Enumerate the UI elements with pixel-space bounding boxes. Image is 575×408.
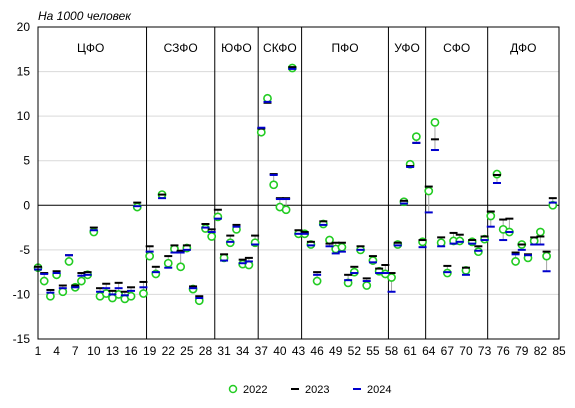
legend-label-2022: 2022 — [243, 384, 267, 396]
district-label: СФО — [443, 41, 470, 55]
point-2022 — [263, 93, 272, 103]
x-tick-label: 70 — [459, 344, 473, 358]
legend-marker-2022 — [228, 384, 238, 394]
y-tick-label: -15 — [13, 332, 31, 346]
x-tick-label: 10 — [87, 344, 101, 358]
x-tick-label: 58 — [385, 344, 399, 358]
point-2022 — [39, 276, 49, 286]
series-connectors — [37, 67, 554, 301]
x-tick-label: 49 — [329, 344, 343, 358]
x-tick-label: 46 — [310, 344, 324, 358]
y-tick-label: -5 — [19, 243, 30, 257]
point-2022 — [145, 251, 155, 261]
district-separators — [146, 27, 489, 339]
x-tick-label: 79 — [515, 344, 529, 358]
point-2022 — [176, 262, 186, 272]
point-2022 — [312, 276, 322, 286]
x-tick-label: 52 — [348, 344, 362, 358]
point-2022 — [337, 242, 347, 252]
x-tick-label: 19 — [143, 344, 157, 358]
gridlines — [38, 71, 559, 295]
point-2022 — [269, 180, 279, 190]
x-tick-label: 82 — [534, 344, 548, 358]
x-tick-label: 64 — [422, 344, 436, 358]
point-2022 — [163, 258, 173, 268]
x-tick-label: 43 — [292, 344, 306, 358]
x-tick-label: 34 — [236, 344, 250, 358]
x-tick-label: 73 — [478, 344, 492, 358]
y-tick-label: 10 — [17, 109, 31, 123]
district-label: ДФО — [510, 41, 536, 55]
district-label: СЗФО — [164, 41, 198, 55]
legend-item-2023: 2023 — [291, 384, 329, 396]
x-axis-ticks: 1 4 7 10 13 16 19 22 25 28 31 34 37 40 43 46 49 52 55 58 61 6… — [35, 344, 566, 358]
x-tick-label: 22 — [162, 344, 176, 358]
x-tick-label: 4 — [53, 344, 60, 358]
point-2022 — [46, 291, 55, 301]
point-2022 — [64, 257, 74, 266]
y-tick-label: 5 — [23, 154, 30, 168]
legend-item-2022: 2022 — [228, 384, 267, 396]
point-2022 — [77, 276, 86, 286]
x-tick-label: 28 — [199, 344, 213, 358]
point-2022 — [535, 227, 545, 237]
x-tick-label: 13 — [106, 344, 120, 358]
y-tick-label: 0 — [23, 198, 30, 212]
legend-label-2024: 2024 — [367, 384, 391, 396]
plot-frame — [37, 26, 560, 340]
x-tick-label: 67 — [441, 344, 455, 358]
point-2022 — [256, 127, 266, 137]
x-tick-label: 16 — [124, 344, 138, 358]
x-tick-label: 76 — [496, 344, 510, 358]
x-tick-label: 85 — [552, 344, 566, 358]
y-axis-ticks: 20 15 10 5 0 -5 -10 -15 — [13, 20, 31, 346]
point-2022 — [529, 236, 539, 246]
point-2022 — [486, 211, 496, 221]
y-tick-label: 15 — [17, 65, 31, 79]
point-2022 — [58, 287, 68, 297]
x-tick-label: 31 — [217, 344, 231, 358]
point-2022 — [362, 281, 372, 290]
x-tick-label: 7 — [72, 344, 79, 358]
district-label: ПФО — [331, 41, 358, 55]
point-2022 — [430, 117, 440, 127]
point-2022 — [281, 205, 291, 215]
x-tick-label: 61 — [403, 344, 417, 358]
point-2022 — [436, 238, 446, 248]
y-tick-label: 20 — [17, 20, 31, 34]
point-2022 — [411, 132, 421, 142]
legend-label-2023: 2023 — [305, 384, 329, 396]
x-tick-label: 1 — [35, 344, 42, 358]
point-2022 — [542, 251, 551, 261]
x-tick-label: 25 — [180, 344, 194, 358]
units-label: На 1000 человек — [38, 9, 132, 23]
legend-item-2024: 2024 — [353, 384, 391, 396]
point-2022 — [511, 257, 520, 266]
x-tick-label: 55 — [366, 344, 380, 358]
x-tick-label: 37 — [255, 344, 269, 358]
district-labels: ЦФО СЗФО ЮФО СКФО ПФО УФО СФО ДФО — [77, 41, 536, 55]
point-2022 — [207, 232, 217, 241]
district-label: ЦФО — [77, 41, 104, 55]
district-label: СКФО — [263, 41, 297, 55]
x-tick-label: 40 — [273, 344, 287, 358]
district-label: ЮФО — [221, 41, 252, 55]
district-label: УФО — [394, 41, 420, 55]
point-2022 — [424, 186, 434, 196]
point-2022 — [387, 273, 396, 282]
legend: 2022 2023 2024 — [228, 384, 391, 396]
data-marks — [33, 63, 558, 306]
point-2022 — [139, 289, 148, 298]
y-tick-label: -10 — [13, 287, 31, 301]
